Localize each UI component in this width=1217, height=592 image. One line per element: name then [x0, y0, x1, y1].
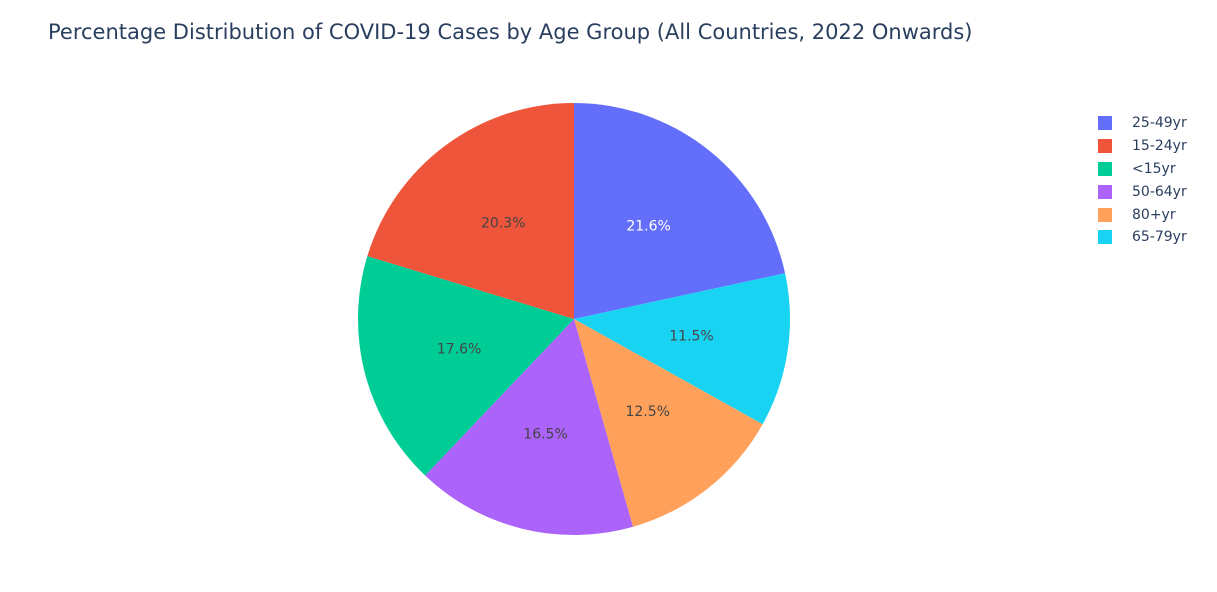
legend-label: 50-64yr	[1132, 183, 1187, 200]
legend-swatch	[1098, 116, 1112, 131]
legend-swatch	[1098, 139, 1112, 154]
legend-label: 15-24yr	[1132, 138, 1187, 155]
legend-swatch	[1098, 230, 1112, 245]
legend-label: 80+yr	[1132, 206, 1176, 223]
legend-item-15-24yr[interactable]: 15-24yr	[1098, 135, 1187, 158]
legend-item-under-15yr[interactable]: <15yr	[1098, 158, 1187, 181]
legend-label: 65-79yr	[1132, 229, 1187, 246]
legend-item-25-49yr[interactable]: 25-49yr	[1098, 112, 1187, 135]
slice-label-80-plusyr: 12.5%	[625, 404, 669, 420]
legend-item-50-64yr[interactable]: 50-64yr	[1098, 180, 1187, 203]
pie-slice-50-64yr[interactable]	[425, 319, 633, 535]
legend-label: 25-49yr	[1132, 115, 1187, 132]
legend-swatch	[1098, 184, 1112, 199]
pie-slice-25-49yr[interactable]	[574, 103, 786, 319]
pie-slice-under-15yr[interactable]	[357, 256, 574, 476]
legend-item-65-79yr[interactable]: 65-79yr	[1098, 226, 1187, 249]
slice-label-65-79yr: 11.5%	[669, 328, 713, 344]
chart-title: Percentage Distribution of COVID-19 Case…	[48, 20, 973, 44]
legend-swatch	[1098, 207, 1112, 222]
legend-swatch	[1098, 161, 1112, 176]
pie-slice-15-24yr[interactable]	[367, 103, 574, 319]
legend-label: <15yr	[1132, 160, 1176, 177]
pie-slice-65-79yr[interactable]	[574, 273, 790, 425]
slice-label-15-24yr: 20.3%	[481, 216, 525, 232]
legend: 25-49yr 15-24yr <15yr 50-64yr 80+yr 65-79yr	[1098, 112, 1187, 249]
legend-item-80-plusyr[interactable]: 80+yr	[1098, 203, 1187, 226]
slice-label-25-49yr: 21.6%	[626, 219, 670, 235]
slice-label-50-64yr: 16.5%	[523, 426, 567, 442]
slice-label-under-15yr: 17.6%	[437, 341, 481, 357]
pie-slice-80-plusyr[interactable]	[574, 319, 763, 527]
